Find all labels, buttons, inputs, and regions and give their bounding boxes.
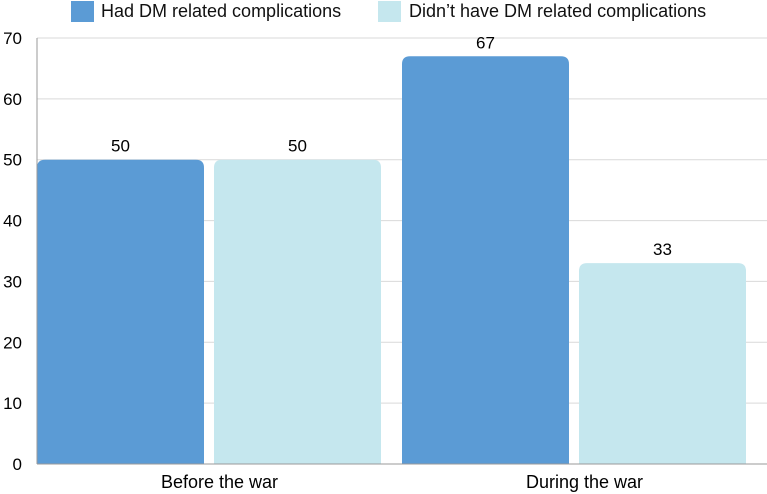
x-tick-label-2: During the war [526, 472, 643, 492]
y-tick-label-10: 10 [3, 394, 22, 413]
y-tick-label-0: 0 [13, 455, 22, 474]
value-labels: 50 50 67 33 [111, 33, 672, 259]
bar-2-2 [579, 263, 746, 464]
value-label-2-1: 67 [476, 33, 495, 52]
value-label-1-2: 50 [288, 137, 307, 156]
legend-swatch-1 [71, 1, 94, 22]
bar-1-1 [37, 159, 204, 464]
y-tick-label-20: 20 [3, 333, 22, 352]
legend-swatch-2 [378, 1, 401, 22]
bars [37, 56, 746, 464]
y-tick-label-50: 50 [3, 151, 22, 170]
value-label-1-1: 50 [111, 137, 130, 156]
x-tick-label-1: Before the war [161, 472, 278, 492]
y-axis-ticks: 0 10 20 30 40 50 60 70 [3, 29, 22, 474]
y-tick-label-30: 30 [3, 272, 22, 291]
y-tick-label-60: 60 [3, 90, 22, 109]
value-label-2-2: 33 [653, 240, 672, 259]
legend-label-1: Had DM related complications [101, 1, 341, 21]
bar-1-2 [214, 159, 381, 464]
legend: Had DM related complications Didn’t have … [71, 1, 706, 22]
bar-2-1 [402, 56, 569, 464]
x-axis-ticks: Before the war During the war [161, 472, 643, 492]
y-tick-label-70: 70 [3, 29, 22, 48]
legend-label-2: Didn’t have DM related complications [409, 1, 706, 21]
y-tick-label-40: 40 [3, 212, 22, 231]
